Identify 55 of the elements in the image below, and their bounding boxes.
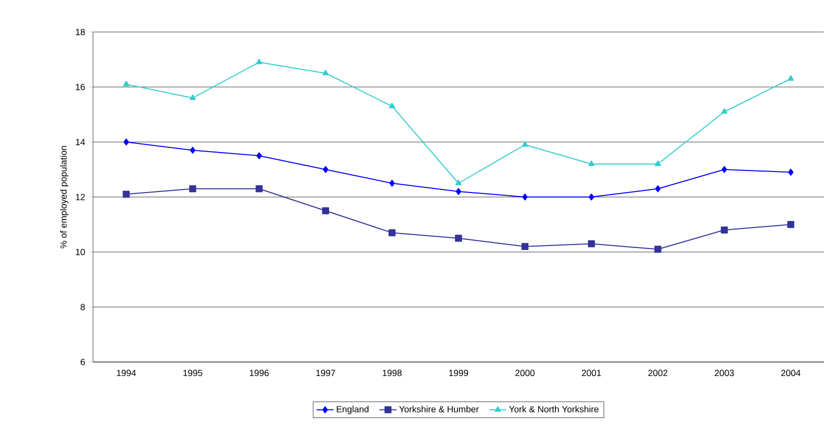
point xyxy=(788,168,794,176)
point xyxy=(256,152,262,160)
x-tick-label: 1996 xyxy=(250,370,269,376)
x-tick-label: 1998 xyxy=(382,370,402,376)
y-tick-label: 16 xyxy=(76,84,85,90)
point xyxy=(388,229,396,236)
x-tick-label: 1997 xyxy=(316,370,336,376)
y-tick-label: 12 xyxy=(76,194,85,200)
point xyxy=(456,188,462,195)
point xyxy=(522,141,528,147)
point xyxy=(787,221,794,228)
point xyxy=(654,246,662,253)
point xyxy=(189,185,196,192)
point xyxy=(721,108,728,114)
x-tick-label: 2001 xyxy=(582,370,601,376)
point xyxy=(322,166,328,173)
point xyxy=(722,166,728,173)
point xyxy=(190,146,196,154)
y-tick-label: 14 xyxy=(76,138,85,146)
point xyxy=(190,94,196,100)
point xyxy=(322,207,330,214)
x-tick-label: 1995 xyxy=(183,370,202,376)
point xyxy=(521,243,528,250)
x-tick-label: 1994 xyxy=(116,370,136,376)
x-tick-label: 2002 xyxy=(648,370,668,376)
point xyxy=(322,70,329,76)
y-tick-label: 8 xyxy=(80,304,85,310)
y-axis-title: % of employed population xyxy=(60,146,68,248)
point xyxy=(455,234,462,242)
x-tick-label: 2004 xyxy=(781,370,800,376)
y-tick-label: 18 xyxy=(76,28,85,36)
legend-label: York & North Yorkshire xyxy=(509,406,598,412)
x-tick-label: 2000 xyxy=(515,370,535,376)
legend-label: Yorkshire & Humber xyxy=(399,406,479,412)
x-tick-label: 1999 xyxy=(449,370,468,376)
point xyxy=(123,80,130,86)
point xyxy=(588,160,595,166)
point xyxy=(588,194,594,200)
legend-label: England xyxy=(336,406,368,414)
point xyxy=(389,180,395,187)
y-tick-label: 6 xyxy=(80,358,85,366)
y-tick-label: 10 xyxy=(76,248,85,256)
x-tick-label: 2003 xyxy=(714,370,734,376)
point xyxy=(388,102,396,108)
point xyxy=(720,226,728,234)
point xyxy=(655,185,661,192)
point xyxy=(256,185,263,192)
point xyxy=(522,194,528,200)
point xyxy=(654,160,661,166)
point xyxy=(256,58,262,64)
point xyxy=(123,138,129,146)
point xyxy=(788,75,794,81)
point xyxy=(588,240,595,248)
point xyxy=(455,180,462,186)
point xyxy=(122,190,130,198)
